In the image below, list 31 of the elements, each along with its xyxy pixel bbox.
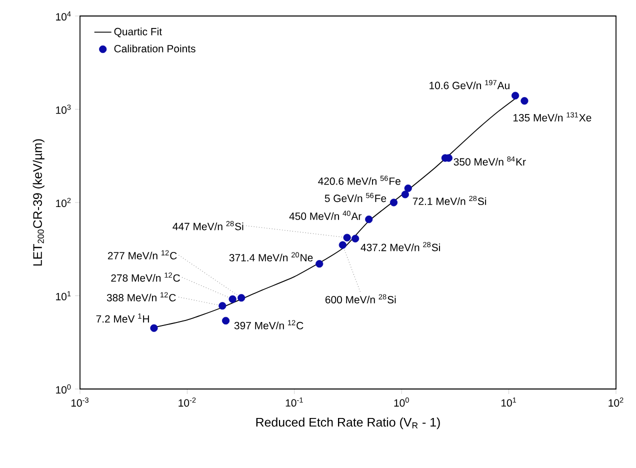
annotation: 277 MeV/n $^{12}$C [108, 250, 177, 260]
annotation: 371.4 MeV/n $^{20}$Ne [229, 252, 313, 262]
x-tick-label: 10$^{2}$ [608, 398, 624, 407]
y-tick-label: 10$^{1}$ [56, 291, 71, 300]
annotation: 135 MeV/n $^{131}$Xe [513, 112, 592, 122]
legend-label: Quartic Fit [114, 28, 162, 38]
x-axis-title: Reduced Etch Rate Ratio (V$_{R}$ - 1) [256, 418, 440, 430]
y-tick-label: 10$^{2}$ [56, 198, 71, 208]
x-tick-label: 10$^{0}$ [394, 398, 409, 407]
x-tick-label: 10$^{-1}$ [286, 398, 303, 407]
annotation: 350 MeV/n $^{84}$Kr [454, 156, 526, 166]
annotation: 5 GeV/n $^{56}$Fe [324, 192, 386, 202]
annotation: 437.2 MeV/n $^{28}$Si [360, 242, 440, 252]
annotation: 397 MeV/n $^{12}$C [234, 320, 304, 330]
annotation: 72.1 MeV/n $^{28}$Si [412, 196, 486, 206]
x-tick-label: 10$^{-2}$ [178, 398, 196, 407]
y-tick-label: 10$^{3}$ [56, 104, 71, 114]
annotation: 447 MeV/n $^{28}$Si [172, 221, 244, 230]
annotation: 10.6 GeV/n $^{197}$Au [430, 80, 510, 90]
annotation: 388 MeV/n $^{12}$C [106, 292, 176, 302]
y-axis-title: LET$_{200}$CR-39 (keV/µm) [32, 139, 44, 266]
x-tick-label: 10$^{1}$ [501, 398, 516, 407]
annotation: 600 MeV/n $^{28}$Si [325, 294, 396, 304]
y-tick-label: 10$^{0}$ [56, 384, 71, 394]
annotation: 7.2 MeV $^{1}$H [96, 314, 149, 323]
legend-label: Calibration Points [114, 44, 196, 52]
annotation: 450 MeV/n $^{40}$Ar [289, 210, 362, 220]
x-tick-label: 10$^{-3}$ [71, 398, 88, 407]
annotation: 420.6 MeV/n $^{56}$Fe [318, 176, 400, 185]
annotation: 278 MeV/n $^{12}$C [111, 272, 180, 282]
y-tick-label: 10$^{4}$ [56, 11, 71, 21]
